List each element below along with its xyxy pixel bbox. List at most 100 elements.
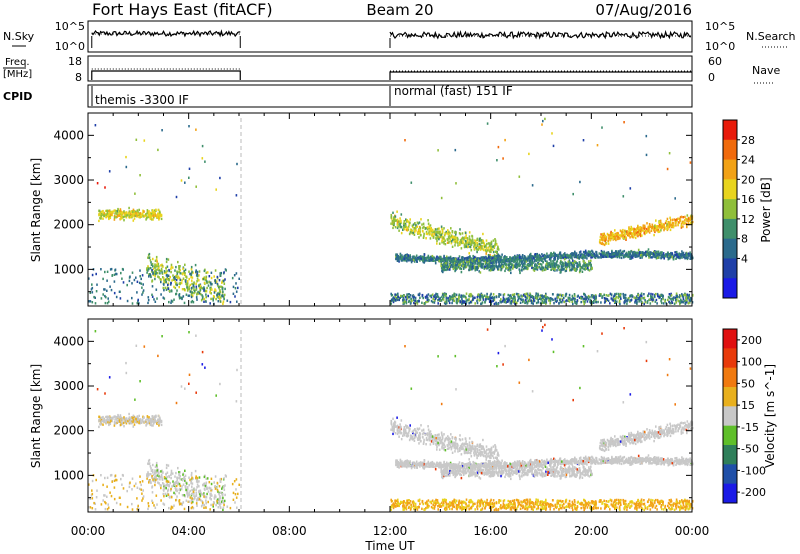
nave-tick-top: 60 (708, 55, 722, 68)
velocity-cell (158, 424, 160, 427)
power-cell (441, 267, 444, 270)
power-cell (139, 212, 142, 215)
power-cell (440, 267, 443, 270)
power-cell (390, 302, 392, 305)
power-cell (486, 267, 488, 270)
power-cell (531, 257, 534, 261)
power-cell (166, 286, 169, 289)
power-cell (190, 273, 193, 277)
power-cell (462, 267, 465, 270)
power-cell (163, 277, 165, 280)
power-cell (518, 262, 520, 265)
power-cell (581, 253, 583, 256)
power-cell (506, 256, 508, 259)
power-cell (437, 235, 439, 239)
power-cell (619, 293, 621, 296)
power-cell (542, 254, 544, 257)
power-cell (609, 292, 612, 295)
power-cell (471, 295, 474, 298)
power-cell (451, 240, 453, 243)
power-cell (419, 258, 421, 261)
power-cell (494, 244, 496, 247)
power-cell (141, 286, 143, 289)
power-cell (610, 230, 612, 234)
power-cell (158, 269, 160, 272)
power-cell (666, 253, 668, 256)
power-cell (148, 252, 151, 256)
power-cell (396, 218, 399, 221)
power-cell (107, 215, 109, 218)
power-cell (678, 221, 681, 224)
power-cell (474, 241, 477, 244)
power-cell (529, 293, 532, 297)
power-cell (476, 268, 478, 271)
power-cell (602, 254, 604, 257)
power-cell (548, 262, 551, 265)
power-cell (557, 266, 560, 270)
power-cell (659, 296, 661, 299)
power-cell (418, 236, 420, 239)
power-cell (509, 267, 511, 270)
velocity-cell (140, 421, 142, 424)
power-cell (398, 258, 400, 261)
power-cell (426, 294, 428, 297)
power-cell (130, 215, 132, 219)
power-cell (525, 292, 528, 295)
power-cell (644, 301, 647, 304)
power-cell (571, 300, 573, 304)
power-cell (176, 277, 179, 280)
power-cell (565, 299, 568, 302)
power-cell (461, 256, 463, 259)
power-cell (532, 261, 534, 264)
power-cell (591, 250, 594, 254)
power-cell (393, 217, 395, 220)
power-cell (406, 297, 409, 300)
power-cell (186, 286, 188, 289)
power-cell (582, 254, 584, 257)
power-cell (605, 242, 608, 245)
power-cell (682, 225, 684, 228)
power-cell (179, 278, 182, 281)
power-cell (170, 301, 172, 304)
power-cell (595, 253, 598, 256)
power-cell (562, 254, 564, 257)
velocity-cell (110, 416, 113, 420)
power-cell (553, 268, 555, 272)
velocity-cell (139, 418, 142, 421)
power-cell (102, 277, 104, 281)
power-cell (573, 266, 575, 269)
power-cell (653, 229, 656, 232)
power-cell (537, 258, 539, 261)
power-cell (519, 301, 522, 304)
power-cell (453, 293, 455, 297)
power-cell (432, 297, 434, 301)
power-cell (452, 238, 454, 241)
power-cell (674, 296, 677, 300)
power-cell (572, 261, 574, 265)
power-cell (502, 258, 505, 262)
power-cell (420, 218, 422, 221)
power-cell (436, 242, 438, 245)
power-cell (473, 247, 476, 250)
power-cell (626, 298, 629, 301)
power-cell (492, 245, 494, 248)
power-cell (561, 301, 563, 304)
power-cell (538, 259, 540, 262)
power-cell (429, 237, 432, 240)
power-cell (481, 263, 483, 266)
power-cell (600, 301, 602, 304)
date-title: 07/Aug/2016 (595, 1, 692, 19)
power-cell (513, 256, 516, 259)
power-cell (546, 252, 548, 255)
power-cell (678, 256, 680, 259)
power-cell (681, 252, 684, 255)
power-cell (435, 258, 437, 261)
power-cell (492, 250, 495, 254)
power-cell (550, 257, 552, 260)
power-cell (103, 212, 105, 216)
power-cell (455, 238, 457, 242)
power-cell (472, 262, 474, 266)
power-cell (470, 259, 472, 262)
power-cell (542, 296, 544, 299)
power-cell (134, 214, 137, 218)
